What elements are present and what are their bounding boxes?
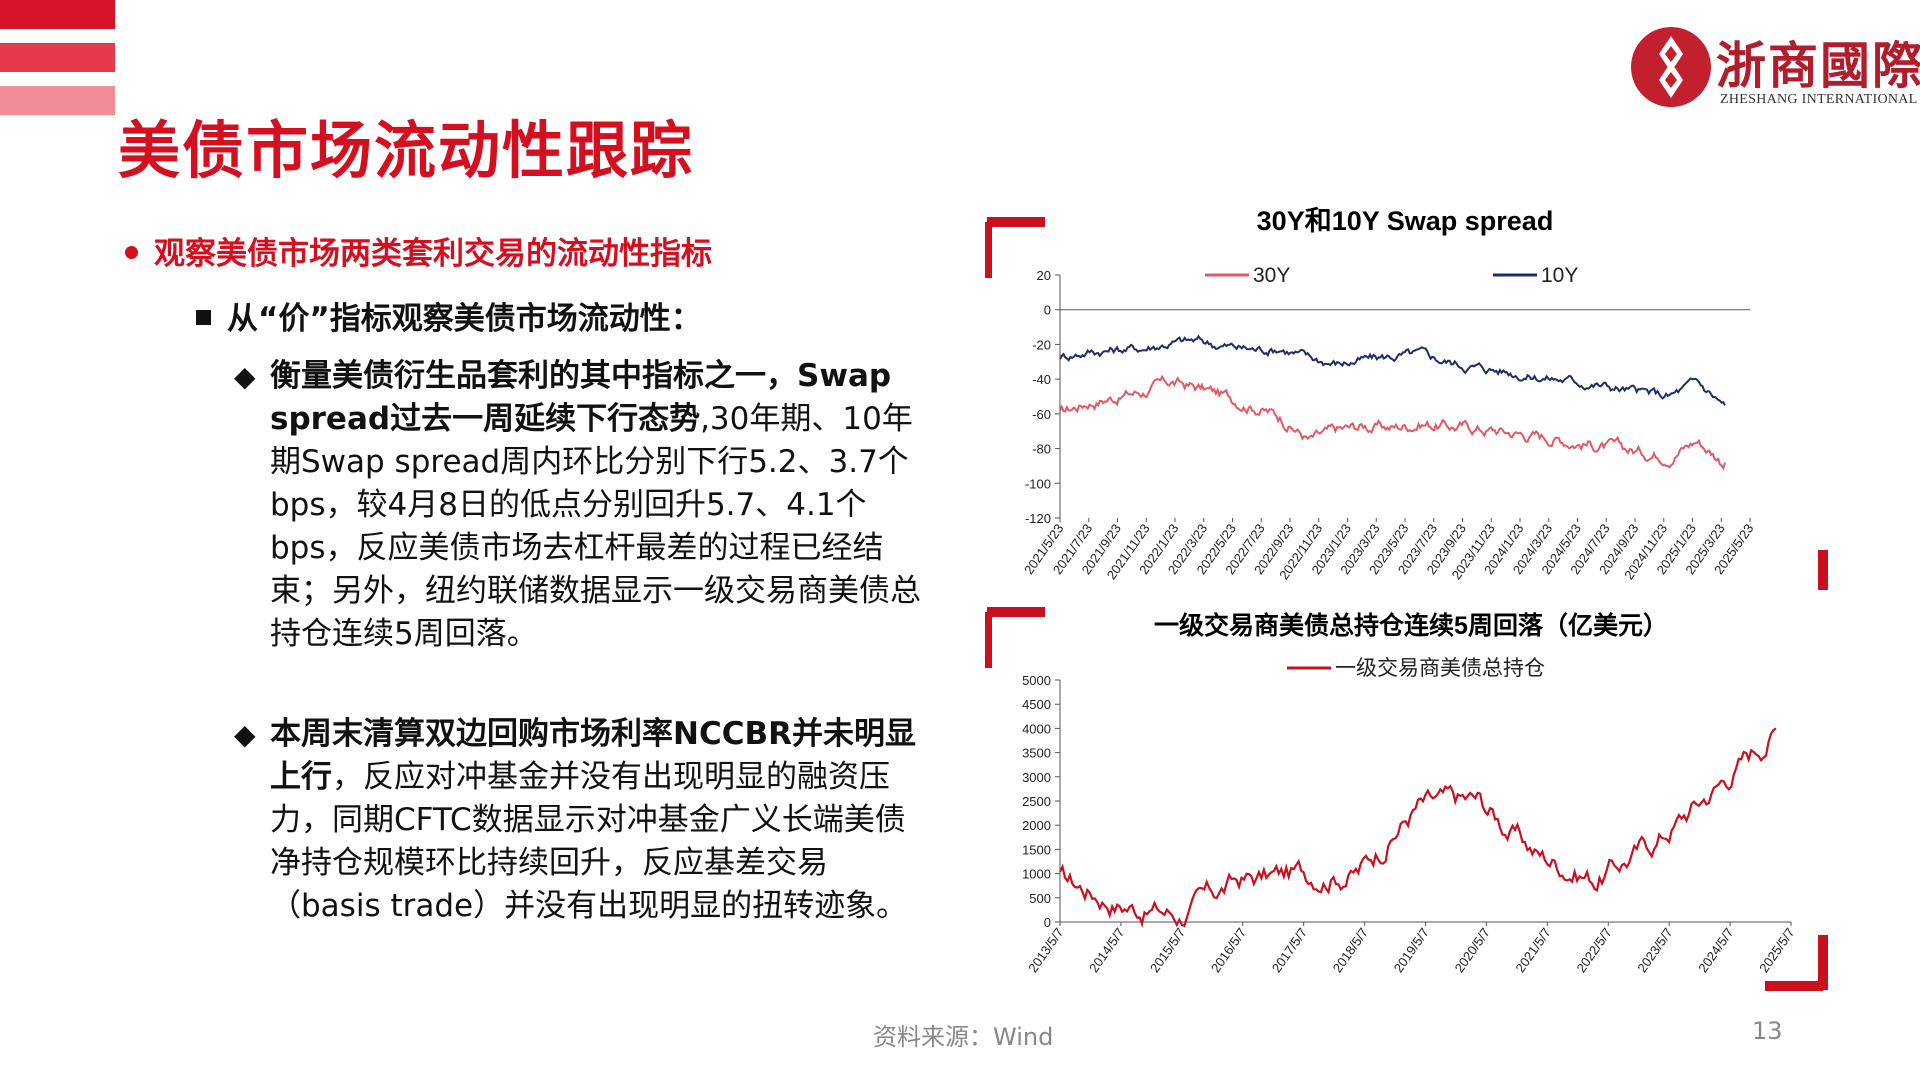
x-tick-label: 2013/5/7 bbox=[1025, 925, 1066, 975]
chart2-title: 一级交易商美债总持仓连续5周回落（亿美元） bbox=[1154, 611, 1668, 640]
x-tick-label: 2016/5/7 bbox=[1208, 925, 1249, 975]
bullet-dot-icon bbox=[125, 246, 138, 259]
bracket-bottom-right bbox=[1765, 935, 1828, 991]
x-tick-label: 2025/5/7 bbox=[1756, 925, 1797, 975]
x-tick-label: 2017/5/7 bbox=[1269, 925, 1310, 975]
company-logo: 浙商國際 ZHESHANG INTERNATIONAL bbox=[1628, 20, 1920, 115]
legend-label: 一级交易商美债总持仓 bbox=[1335, 657, 1545, 680]
y-tick-label: 0 bbox=[1044, 303, 1051, 318]
logo-text: 浙商國際 bbox=[1716, 36, 1920, 95]
x-tick-label: 2020/5/7 bbox=[1452, 925, 1493, 975]
logo-emblem-icon bbox=[1631, 27, 1711, 107]
x-tick-label: 2021/5/7 bbox=[1512, 925, 1553, 975]
corner-bar-1 bbox=[0, 0, 115, 29]
swap-spread-chart: 30Y和10Y Swap spread 30Y 10Y 20 0 -20 -40 -60 -… bbox=[985, 206, 1828, 590]
y-tick-label: 20 bbox=[1037, 268, 1051, 283]
series-line-1 bbox=[1059, 727, 1777, 928]
diamond-bullet-icon: ◆ bbox=[234, 360, 256, 393]
bullet2-text: 从“价”指标观察美债市场流动性： bbox=[227, 301, 702, 337]
series-line-1 bbox=[1059, 374, 1726, 471]
para1-text: ,30年期、10年期Swap spread周内环比分别下行5.2、3.7个bps… bbox=[270, 401, 921, 652]
y-tick-label: 3000 bbox=[1022, 770, 1051, 785]
bullet-level1: 观察美债市场两类套利交易的流动性指标 bbox=[125, 228, 712, 273]
y-tick-label: 1000 bbox=[1022, 867, 1051, 882]
y-tick-label: 1500 bbox=[1022, 842, 1051, 857]
bullet-square-icon bbox=[196, 310, 211, 325]
bracket-top-left bbox=[985, 217, 1045, 278]
x-tick-label: 2024/5/7 bbox=[1695, 925, 1736, 975]
corner-bar-2 bbox=[0, 43, 115, 72]
source-note: 资料来源：Wind bbox=[873, 1023, 1054, 1051]
page-number: 13 bbox=[1752, 1017, 1783, 1045]
y-tick-label: 4000 bbox=[1022, 721, 1051, 736]
x-tick-label: 2015/5/7 bbox=[1147, 925, 1188, 975]
para2-text: ，反应对冲基金并没有出现明显的融资压力，同期CFTC数据显示对冲基金广义长端美债… bbox=[270, 759, 908, 924]
y-tick-label: -120 bbox=[1025, 511, 1051, 526]
y-tick-label: 5000 bbox=[1022, 673, 1051, 688]
y-tick-label: -80 bbox=[1032, 442, 1051, 457]
y-tick-label: -20 bbox=[1032, 337, 1051, 352]
paragraph-nccbr: ◆ 本周末清算双边回购市场利率NCCBR并未明显上行，反应对冲基金并没有出现明显… bbox=[234, 713, 930, 928]
y-tick-label: 2000 bbox=[1022, 818, 1051, 833]
y-tick-label: -60 bbox=[1032, 407, 1051, 422]
diamond-bullet-icon: ◆ bbox=[234, 718, 256, 751]
chart1-title: 30Y和10Y Swap spread bbox=[1257, 206, 1554, 236]
y-tick-label: 4500 bbox=[1022, 697, 1051, 712]
x-tick-label: 2014/5/7 bbox=[1086, 925, 1127, 975]
y-tick-label: -100 bbox=[1025, 476, 1051, 491]
y-tick-label: 3500 bbox=[1022, 746, 1051, 761]
logo-subtitle: ZHESHANG INTERNATIONAL bbox=[1720, 92, 1918, 107]
y-tick-label: 2500 bbox=[1022, 794, 1051, 809]
para2-bold: 本周末清算双边回购市场利率NCCBR并未明显上行 bbox=[270, 716, 916, 795]
legend-label: 30Y bbox=[1253, 264, 1290, 287]
x-tick-label: 2018/5/7 bbox=[1330, 925, 1371, 975]
corner-bar-3 bbox=[0, 86, 115, 115]
paragraph-swap-spread: ◆ 衡量美债衍生品套利的其中指标之一，Swap spread过去一周延续下行态势… bbox=[234, 355, 930, 656]
page-title: 美债市场流动性跟踪 bbox=[118, 114, 695, 187]
y-tick-label: -40 bbox=[1032, 372, 1051, 387]
para1-bold: 衡量美债衍生品套利的其中指标之一，Swap spread过去一周延续下行态势 bbox=[270, 358, 892, 437]
legend-label: 10Y bbox=[1541, 264, 1578, 287]
x-tick-label: 2019/5/7 bbox=[1391, 925, 1432, 975]
bracket-bottom-right bbox=[1818, 550, 1828, 590]
y-tick-label: 500 bbox=[1029, 891, 1051, 906]
series-line-2 bbox=[1059, 334, 1726, 406]
bracket-top-left bbox=[985, 607, 1045, 668]
x-tick-label: 2023/5/7 bbox=[1634, 925, 1675, 975]
x-tick-label: 2022/5/7 bbox=[1573, 925, 1614, 975]
bullet1-text: 观察美债市场两类套利交易的流动性指标 bbox=[154, 236, 712, 272]
bullet-level2: 从“价”指标观察美债市场流动性： bbox=[196, 293, 702, 338]
y-tick-label: 0 bbox=[1044, 915, 1051, 930]
dealer-holdings-chart: 一级交易商美债总持仓连续5周回落（亿美元） 一级交易商美债总持仓 5000450… bbox=[985, 607, 1828, 991]
